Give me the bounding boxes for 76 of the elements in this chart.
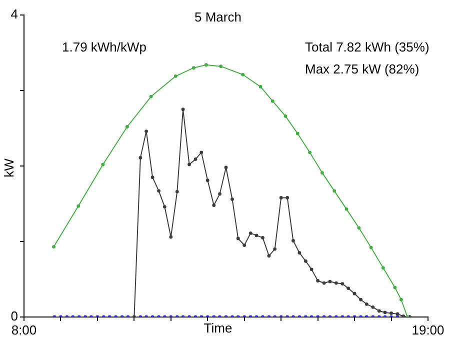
point xyxy=(352,292,356,296)
point xyxy=(254,234,258,238)
point xyxy=(204,63,208,67)
point xyxy=(390,312,393,315)
point xyxy=(383,310,387,314)
point xyxy=(322,281,326,285)
point xyxy=(174,74,178,78)
point xyxy=(332,189,336,193)
point xyxy=(230,198,234,201)
point xyxy=(144,130,148,133)
point xyxy=(308,150,312,154)
annotation: Max 2.75 kW (82%) xyxy=(305,62,420,77)
point xyxy=(218,192,222,196)
annotation: Total 7.82 kWh (35%) xyxy=(305,40,430,55)
point xyxy=(357,226,361,230)
point xyxy=(258,85,262,88)
point xyxy=(101,162,105,166)
point xyxy=(399,298,403,302)
y-tick-label: 4 xyxy=(10,6,18,22)
x-axis-title: Time xyxy=(204,320,232,336)
point xyxy=(224,166,228,170)
point xyxy=(162,205,166,208)
point xyxy=(284,114,288,118)
point xyxy=(188,162,191,166)
point xyxy=(377,309,381,313)
point xyxy=(150,176,154,180)
point xyxy=(157,189,160,193)
point xyxy=(298,251,302,255)
point xyxy=(344,207,348,211)
y-axis-title: kW xyxy=(2,158,17,178)
point xyxy=(126,125,129,128)
point xyxy=(267,254,271,258)
point xyxy=(393,286,397,290)
point xyxy=(206,178,210,182)
point xyxy=(236,236,240,240)
point xyxy=(364,302,368,306)
point xyxy=(212,204,216,207)
point xyxy=(52,245,56,248)
point xyxy=(248,231,252,235)
point xyxy=(346,286,350,290)
point xyxy=(241,72,245,76)
point xyxy=(340,282,344,286)
point xyxy=(219,64,223,68)
point xyxy=(242,244,246,247)
annotation: 1.79 kWh/kWp xyxy=(62,40,147,55)
point xyxy=(334,281,338,285)
point xyxy=(76,204,80,208)
point xyxy=(396,312,400,316)
point xyxy=(169,235,173,239)
point xyxy=(181,108,185,112)
point xyxy=(279,196,283,200)
point xyxy=(371,305,375,309)
point xyxy=(200,150,204,154)
point xyxy=(359,298,362,302)
y-tick-label: 0 xyxy=(10,308,18,324)
point xyxy=(320,171,324,174)
point xyxy=(369,246,373,250)
point xyxy=(328,280,332,284)
point xyxy=(304,259,308,263)
point xyxy=(194,158,198,161)
x-tick-label: 19:00 xyxy=(412,322,444,338)
point xyxy=(273,247,277,251)
point xyxy=(292,239,295,242)
point xyxy=(138,156,142,160)
chart-title: 5 March xyxy=(194,10,242,25)
point xyxy=(175,190,179,194)
point xyxy=(310,268,314,272)
point xyxy=(286,196,290,200)
x-tick-label: 8:00 xyxy=(11,322,37,338)
point xyxy=(192,66,196,70)
point xyxy=(296,132,300,136)
point xyxy=(261,236,264,240)
point xyxy=(149,94,153,98)
point xyxy=(316,279,320,282)
point xyxy=(270,99,274,103)
point xyxy=(381,266,385,270)
